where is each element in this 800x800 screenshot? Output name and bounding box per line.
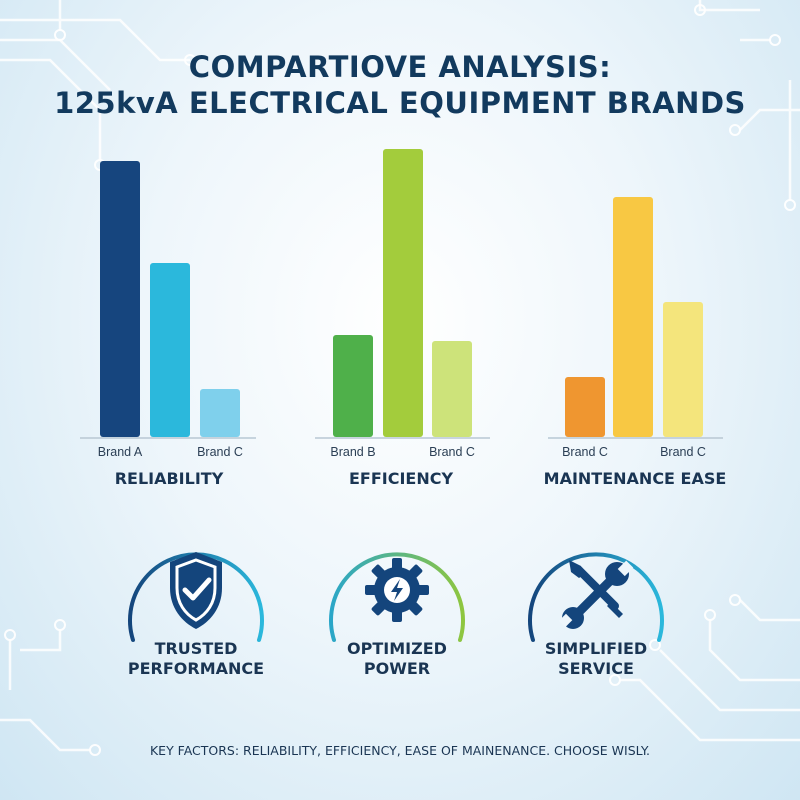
chart-title-reliability: RELIABILITY (114, 469, 224, 488)
chart-title-efficiency: EFFICIENCY (348, 469, 454, 488)
bar (333, 335, 373, 437)
tick-label: Brand A (98, 445, 143, 459)
tick-label: Brand C (562, 445, 608, 459)
feature-arc (528, 552, 664, 642)
feature-line-1: OPTIMIZED (347, 639, 447, 658)
tick-label: Brand C (429, 445, 475, 459)
bar (150, 263, 190, 437)
feature-line-2: POWER (363, 659, 431, 678)
feature-optimized-power: OPTIMIZED POWER (322, 530, 472, 700)
gear-lightning-icon (365, 558, 429, 622)
feature-trusted-performance: TRUSTED PERFORMANCE (121, 530, 271, 700)
bar (613, 197, 653, 437)
feature-line-2: SERVICE (558, 659, 634, 678)
bar-charts: Brand A Brand C Brand B Brand C Brand C Brand… (80, 149, 723, 459)
feature-line-1: TRUSTED (154, 639, 238, 658)
tick-label: Brand B (330, 445, 375, 459)
feature-line-1: SIMPLIFIED (544, 639, 648, 658)
footer-note: KEY FACTORS: RELIABILITY, EFFICIENCY, EA… (149, 743, 651, 758)
title-line-2: 125kvA ELECTRICAL EQUIPMENT BRANDS (54, 86, 746, 120)
bar (200, 389, 240, 437)
tick-label: Brand C (197, 445, 243, 459)
bar (663, 302, 703, 437)
shield-check-icon (170, 552, 222, 629)
title-line-1: COMPARTIOVE ANALYSIS: (188, 50, 612, 84)
feature-simplified-service: SIMPLIFIED SERVICE (521, 530, 671, 700)
tick-label: Brand C (660, 445, 706, 459)
feature-arc (329, 552, 465, 642)
bar (100, 161, 140, 437)
bar (432, 341, 472, 437)
bar (383, 149, 423, 437)
feature-line-2: PERFORMANCE (127, 659, 265, 678)
bar (565, 377, 605, 437)
wrench-screwdriver-icon (558, 560, 634, 629)
chart-title-maintenance-ease: MAINTENANCE EASE (543, 469, 727, 488)
